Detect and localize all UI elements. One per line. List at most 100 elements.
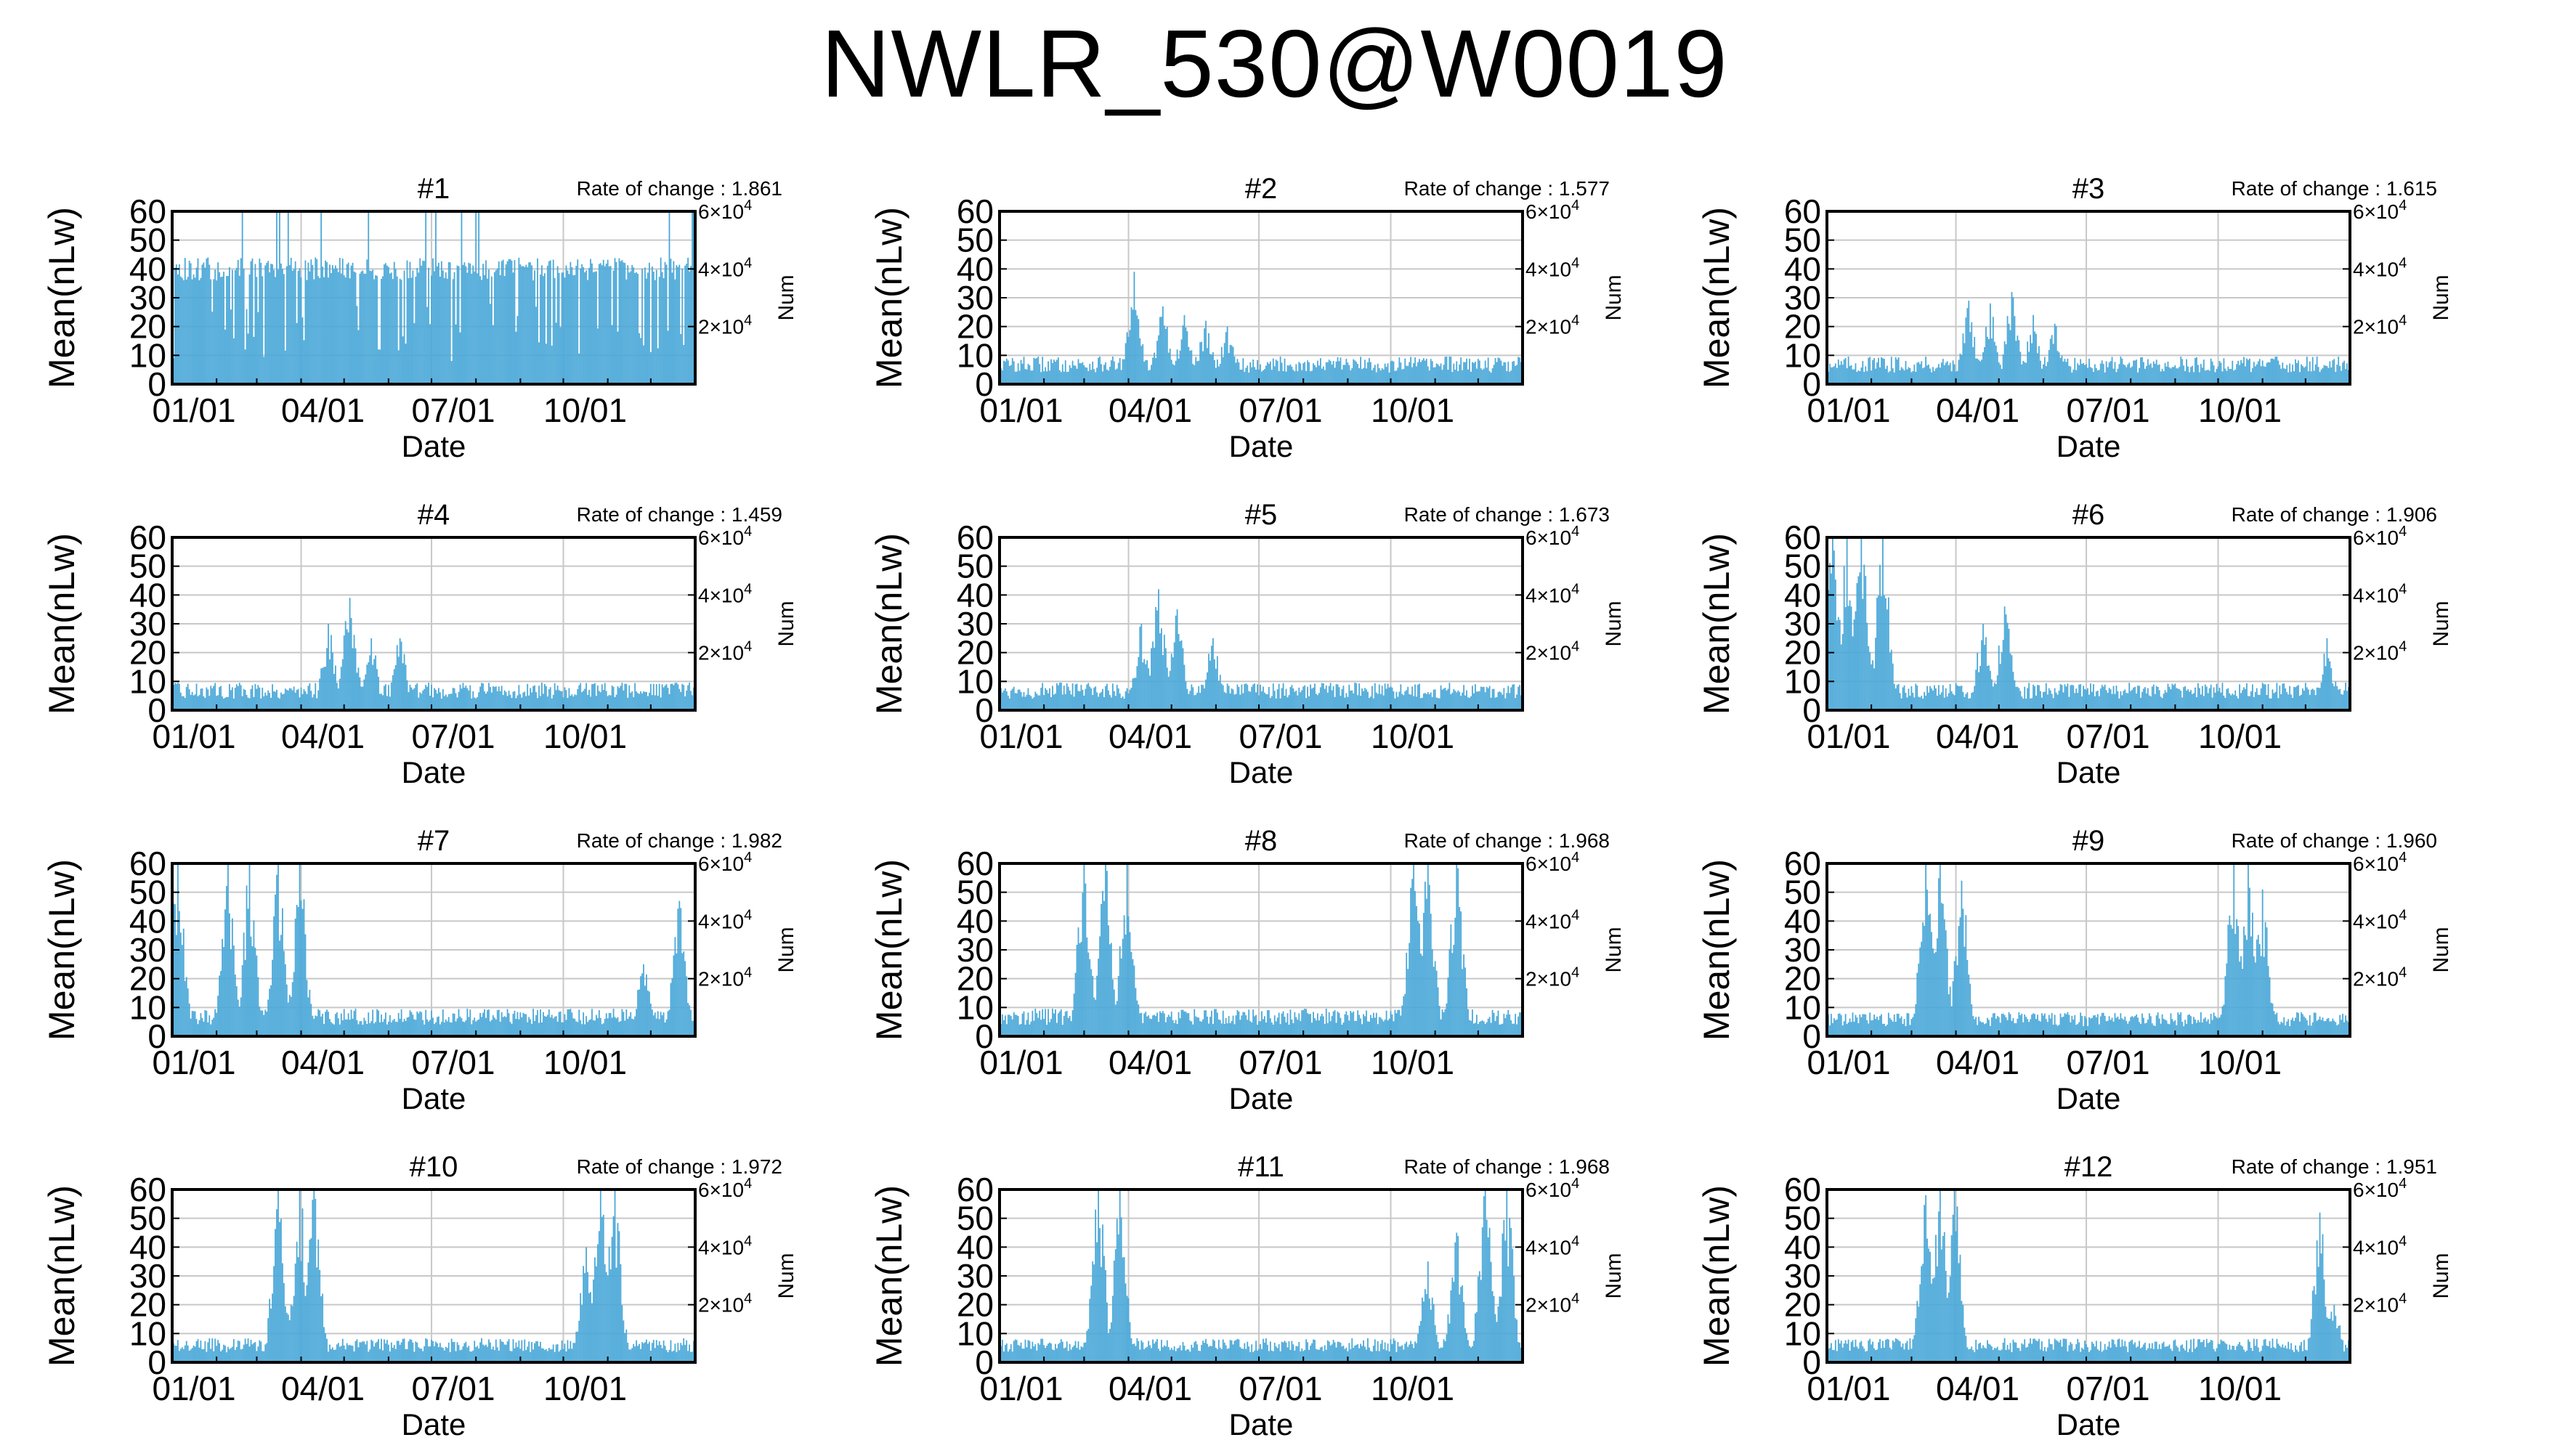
y2-tick-label: 4×104 [1525, 581, 1579, 606]
y-tick-label: 60 [129, 518, 166, 556]
x-tick-label: 04/01 [1109, 717, 1192, 755]
x-axis-label: Date [402, 429, 466, 463]
y2-tick-exponent: 4 [744, 639, 752, 655]
x-tick-label: 07/01 [1239, 717, 1322, 755]
x-tick-label: 07/01 [411, 717, 495, 755]
y-tick-label: 60 [1784, 518, 1821, 556]
y2-tick-exponent: 4 [744, 313, 752, 329]
x-tick-label: 04/01 [281, 717, 365, 755]
x-tick-label: 04/01 [1936, 1044, 2019, 1081]
x-tick-label: 10/01 [543, 1044, 627, 1081]
y2-tick-exponent: 4 [1571, 581, 1579, 597]
y2-axis-label: Num [774, 1253, 798, 1298]
y-axis-label: Mean(nLw) [41, 207, 82, 389]
y-tick-label: 60 [129, 845, 166, 882]
y2-tick-exponent: 4 [744, 1176, 752, 1192]
x-axis-label: Date [1229, 1081, 1294, 1115]
x-axis-label: Date [2056, 429, 2121, 463]
y2-axis-label: Num [774, 927, 798, 972]
y-tick-label: 60 [957, 518, 994, 556]
x-tick-label: 10/01 [543, 391, 627, 429]
x-tick-label: 10/01 [1371, 1044, 1454, 1081]
y2-tick-exponent: 4 [1571, 198, 1579, 213]
y2-tick-exponent: 4 [1571, 850, 1579, 866]
x-tick-label: 04/01 [1109, 1370, 1192, 1407]
y2-tick-label: 2×104 [698, 313, 752, 338]
x-tick-label: 07/01 [1239, 391, 1322, 429]
x-tick-label: 07/01 [411, 1044, 495, 1081]
x-tick-label: 07/01 [411, 1370, 495, 1407]
panel-title: #7 [418, 825, 450, 857]
rate-of-change-label: Rate of change : 1.577 [1404, 177, 1610, 200]
x-tick-label: 01/01 [152, 1044, 235, 1081]
x-tick-label: 01/01 [1807, 1044, 1890, 1081]
y-tick-label: 60 [957, 845, 994, 882]
y-axis-label: Mean(nLw) [869, 533, 909, 715]
panel-title: #11 [1238, 1151, 1284, 1183]
x-tick-label: 07/01 [2066, 1044, 2149, 1081]
y2-tick-exponent: 4 [1571, 965, 1579, 981]
rate-of-change-label: Rate of change : 1.968 [1404, 1155, 1610, 1178]
y-tick-label: 60 [1784, 192, 1821, 230]
x-tick-label: 01/01 [1807, 391, 1890, 429]
y2-tick-label: 4×104 [1525, 255, 1579, 280]
y2-tick-exponent: 4 [1571, 1291, 1579, 1307]
panel-title: #3 [2072, 173, 2105, 205]
y2-axis-label: Num [2429, 927, 2453, 972]
y2-tick-label: 6×104 [1525, 850, 1579, 875]
y2-tick-label: 2×104 [2353, 313, 2407, 338]
y2-tick-exponent: 4 [744, 524, 752, 540]
rate-of-change-label: Rate of change : 1.861 [577, 177, 782, 200]
y2-tick-label: 2×104 [2353, 965, 2407, 991]
rate-of-change-label: Rate of change : 1.982 [577, 829, 782, 852]
panel-title: #1 [418, 173, 450, 205]
y-tick-label: 60 [1784, 845, 1821, 882]
y-axis-label: Mean(nLw) [1696, 207, 1737, 389]
y2-tick-exponent: 4 [744, 965, 752, 981]
panel-title: #8 [1245, 825, 1278, 857]
y2-tick-label: 6×104 [698, 1176, 752, 1201]
x-tick-label: 04/01 [1936, 717, 2019, 755]
y2-tick-exponent: 4 [744, 850, 752, 866]
x-tick-label: 01/01 [979, 1044, 1063, 1081]
x-axis-label: Date [1229, 429, 1294, 463]
y2-tick-label: 2×104 [1525, 965, 1579, 991]
rate-of-change-label: Rate of change : 1.459 [577, 503, 782, 526]
y2-tick-exponent: 4 [1571, 1176, 1579, 1192]
y-tick-label: 60 [957, 1171, 994, 1208]
y2-tick-label: 4×104 [698, 907, 752, 932]
panel-title: #9 [2072, 825, 2105, 857]
x-tick-label: 04/01 [1109, 391, 1192, 429]
y2-tick-label: 6×104 [2353, 198, 2407, 223]
y2-axis-label: Num [2429, 274, 2453, 320]
x-tick-label: 01/01 [152, 391, 235, 429]
y-tick-label: 60 [129, 1171, 166, 1208]
x-tick-label: 04/01 [281, 1044, 365, 1081]
panel-title: #6 [2072, 499, 2105, 531]
y2-tick-label: 2×104 [1525, 313, 1579, 338]
x-tick-label: 01/01 [152, 1370, 235, 1407]
y2-tick-label: 4×104 [1525, 1233, 1579, 1258]
y2-tick-exponent: 4 [2399, 907, 2407, 923]
x-tick-label: 10/01 [1371, 1370, 1454, 1407]
y-axis-label: Mean(nLw) [869, 207, 909, 389]
rate-of-change-label: Rate of change : 1.960 [2232, 829, 2437, 852]
x-tick-label: 01/01 [979, 717, 1063, 755]
y-tick-label: 60 [129, 192, 166, 230]
y2-tick-label: 6×104 [698, 524, 752, 549]
y2-tick-exponent: 4 [1571, 524, 1579, 540]
y2-tick-label: 4×104 [2353, 581, 2407, 606]
panel-title: #4 [418, 499, 450, 531]
y2-axis-label: Num [1602, 601, 1626, 646]
x-tick-label: 04/01 [281, 391, 365, 429]
